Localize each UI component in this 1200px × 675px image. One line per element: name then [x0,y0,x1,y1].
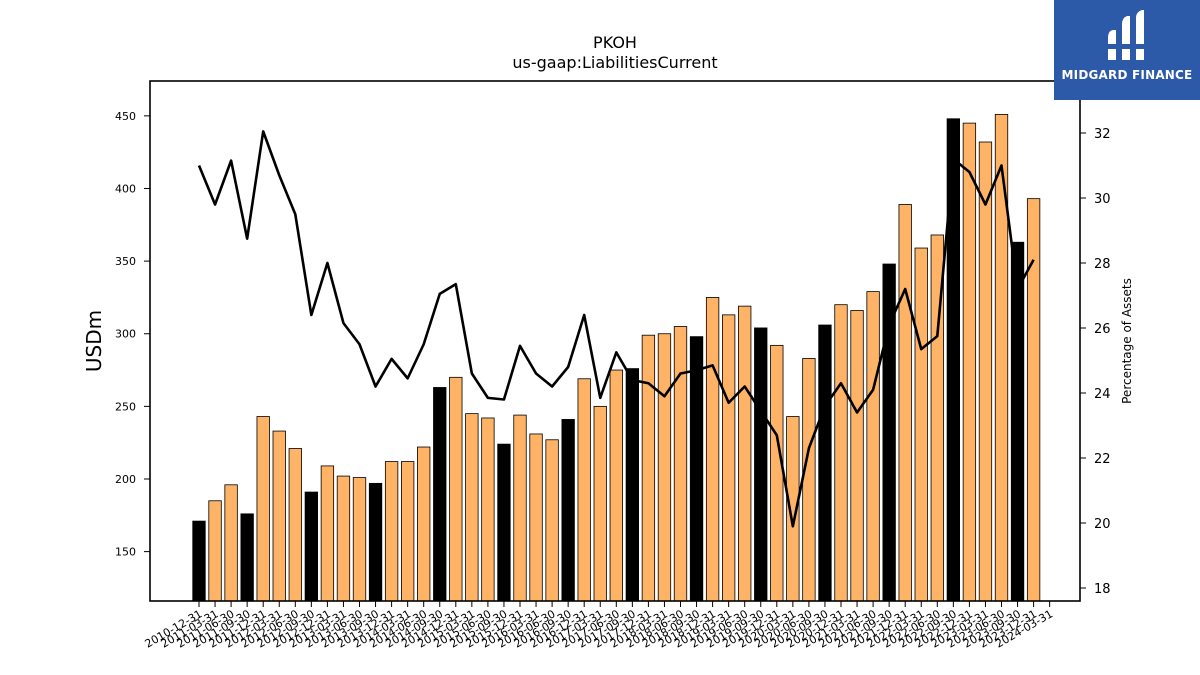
bar [513,414,527,602]
bar [400,461,415,602]
y2-tick-label: 18 [1094,582,1111,597]
bar [561,419,575,602]
plot-frame [149,80,1081,602]
bar [272,430,286,602]
bar [914,247,928,602]
bar [497,443,511,602]
bar [417,446,431,602]
logo-text: MIDGARD FINANCE [1061,68,1193,82]
bar [256,416,270,602]
y-axis-right: 18 20 22 24 26 28 30 32 [1080,127,1111,597]
bar [352,477,367,602]
bar [1026,198,1041,602]
y-tick-label: 150 [115,546,136,559]
y2-tick-label: 22 [1094,452,1111,467]
line-group [197,130,1035,528]
bar [705,297,720,602]
bar [625,368,639,602]
midgard-logo-icon [1106,10,1146,60]
y-tick-label: 350 [115,255,136,268]
y-axis-left: 150 200 250 300 350 400 450 [115,110,150,559]
bar [994,114,1009,602]
y2-tick-label: 24 [1094,387,1111,402]
bar [673,326,688,602]
bar [946,118,960,602]
y-tick-label: 450 [115,110,136,123]
y-tick-label: 200 [115,473,136,486]
y2-tick-label: 28 [1094,257,1111,272]
bar [689,336,704,602]
bar [336,475,351,602]
y-tick-label: 300 [115,328,136,341]
bar [481,417,495,602]
bar [384,461,399,602]
bar [866,291,880,602]
bar [433,387,447,602]
bar [577,378,591,602]
bar [641,334,656,602]
y-tick-label: 400 [115,182,136,195]
bar [754,327,768,602]
bar [449,376,463,602]
chart-subtitle: us-gaap:LiabilitiesCurrent [512,53,717,72]
bars-group [192,114,1041,602]
bar [240,513,254,602]
bar [962,122,977,602]
bar [770,344,784,602]
bar [545,439,559,602]
y-axis-label: USDm [82,310,106,372]
bar [320,465,335,602]
bar [224,484,238,602]
bar [850,310,864,602]
bar [593,405,607,602]
line-series [197,130,1035,528]
bar [368,482,383,602]
brand-logo: MIDGARD FINANCE [1054,0,1200,100]
y2-axis-label: Percentage of Assets [1120,278,1134,404]
bar [1010,241,1025,602]
bar [738,305,752,602]
y-tick-label: 250 [115,400,136,413]
bar [898,204,912,602]
y2-tick-label: 30 [1094,192,1111,207]
bar [192,520,206,602]
bar [722,314,736,602]
y2-tick-label: 26 [1094,322,1111,337]
chart-title: PKOH [593,33,637,52]
bar [529,433,543,602]
bar [818,324,832,602]
x-axis: 2010-12-312011-03-312011-06-302011-09-30… [143,601,1055,651]
bar [609,369,623,602]
bar [288,448,302,602]
bar [834,304,848,602]
bar [304,491,319,602]
bar [978,141,993,602]
bar [208,500,222,602]
y2-tick-label: 32 [1094,127,1111,142]
bar [465,413,479,602]
bar [802,358,816,602]
y2-tick-label: 20 [1094,517,1111,532]
bar [657,333,672,602]
